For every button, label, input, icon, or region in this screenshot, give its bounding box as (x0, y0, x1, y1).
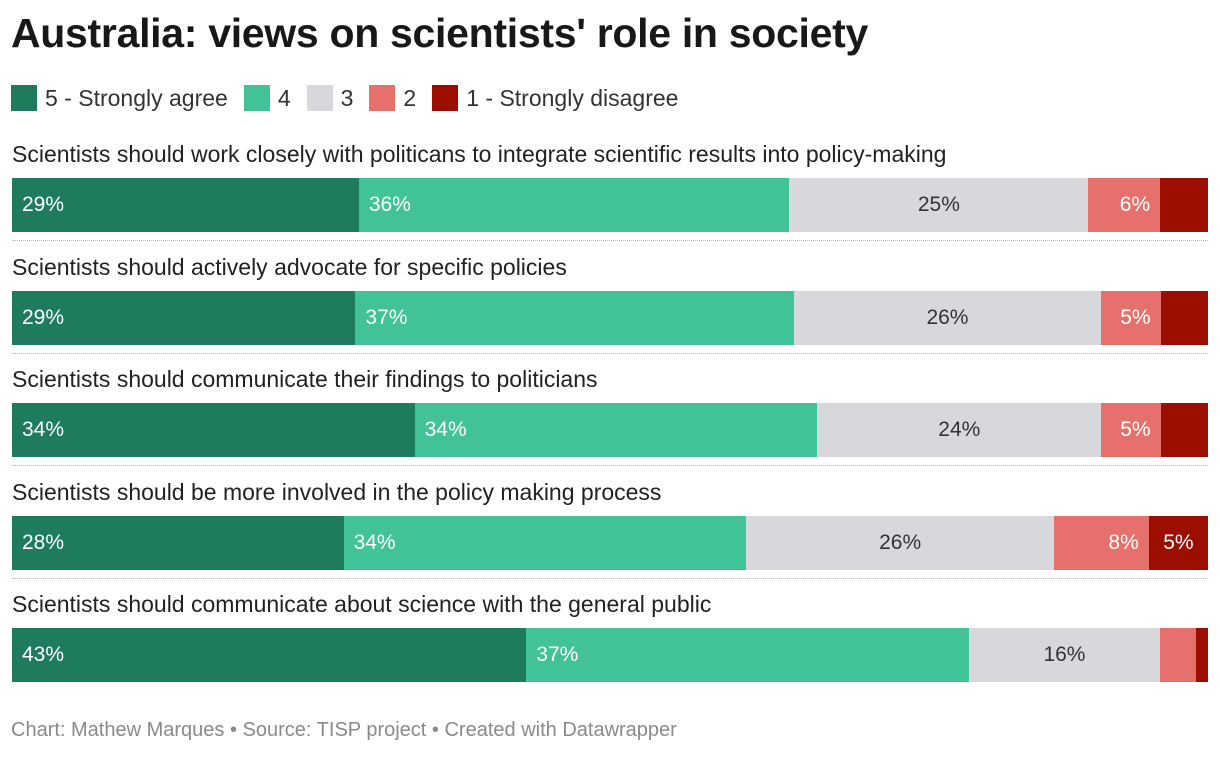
bar-segment: 37% (526, 628, 969, 682)
data-label: 8% (1108, 530, 1139, 554)
category-label: Scientists should be more involved in th… (12, 478, 662, 505)
data-label: 34% (22, 418, 65, 441)
legend-swatch (432, 85, 459, 111)
bar-segment (1196, 628, 1208, 682)
legend-item: 3 (306, 84, 354, 112)
data-label: 5% (1120, 305, 1151, 329)
footer-chart-by: Chart: Mathew Marques (11, 719, 225, 741)
data-label: 24% (938, 418, 981, 441)
bar-segment: 28% (12, 515, 344, 570)
data-label: 43% (22, 643, 65, 666)
bar-segment: 26% (746, 515, 1055, 570)
stacked-bar: 29% 37% 26% 5% (12, 290, 1208, 345)
stacked-bar: 34% 34% 24% 5% (12, 403, 1208, 457)
chart-title: Australia: views on scientists' role in … (11, 10, 868, 56)
legend-item: 4 (243, 84, 291, 112)
data-label: 26% (926, 305, 969, 329)
bar-segment (1160, 290, 1208, 345)
bar-segment: 34% (343, 515, 747, 570)
data-label: 25% (917, 193, 960, 216)
bar-segment: 25% (789, 178, 1089, 232)
legend-swatch (243, 85, 270, 111)
legend-item: 2 (369, 85, 416, 112)
legend-label: 3 (340, 84, 354, 111)
data-label: 26% (879, 530, 922, 554)
footer-separator: • (224, 719, 243, 741)
data-label: 37% (365, 305, 408, 329)
bar-segment: 16% (968, 628, 1161, 682)
legend: 5 - Strongly agree 4 3 2 1 - Strongly disagr… (11, 84, 694, 112)
data-label: 34% (424, 418, 467, 441)
bar-segment: 8% (1054, 515, 1149, 570)
bar-segment (1160, 403, 1208, 457)
bar-segment: 6% (1088, 178, 1161, 232)
row-divider (12, 240, 1208, 241)
data-label: 37% (536, 643, 579, 666)
legend-label: 5 - Strongly agree (45, 84, 228, 111)
legend-item: 5 - Strongly agree (11, 85, 228, 112)
data-label: 16% (1043, 643, 1086, 666)
bar-segment: 24% (817, 403, 1102, 457)
row-divider (12, 465, 1208, 466)
bar-segment: 5% (1101, 290, 1161, 345)
footer-separator: • (426, 719, 445, 741)
legend-swatch (369, 85, 396, 111)
data-label: 29% (22, 305, 65, 329)
legend-item: 1 - Strongly disagree (432, 85, 678, 112)
data-label: 29% (22, 193, 65, 216)
stacked-bar: 28% 34% 26% 8% 5% (12, 515, 1208, 570)
bar-segment (1160, 178, 1208, 232)
bar-segment: 34% (414, 403, 818, 457)
data-label: 5% (1163, 530, 1194, 554)
row-divider (12, 577, 1208, 579)
bar-segment: 29% (12, 290, 356, 345)
category-label: Scientists should actively advocate for … (12, 253, 567, 280)
data-label: 5% (1120, 418, 1151, 441)
footer-created-with: Created with Datawrapper (444, 719, 677, 741)
stacked-bar: 43% 37% 16% (12, 628, 1208, 682)
bar-segment (1160, 628, 1197, 682)
bar-segment: 43% (12, 628, 527, 682)
bar-segment: 36% (358, 178, 790, 232)
category-label: Scientists should communicate their find… (12, 366, 598, 392)
data-label: 28% (22, 530, 65, 554)
legend-label: 4 (277, 84, 291, 111)
data-label: 6% (1119, 193, 1151, 216)
legend-swatch (11, 85, 37, 111)
legend-label: 1 - Strongly disagree (466, 84, 679, 111)
category-label: Scientists should communicate about scie… (12, 591, 712, 617)
footer-source: Source: TISP project (242, 719, 427, 741)
bar-segment: 5% (1148, 515, 1208, 570)
stacked-bar: 29% 36% 25% 6% (12, 178, 1208, 232)
footer: Chart: Mathew Marques • Source: TISP pro… (11, 719, 677, 742)
bar-segment: 34% (12, 403, 415, 457)
row-divider (12, 352, 1208, 354)
bar-segment: 26% (793, 290, 1102, 345)
legend-swatch (306, 85, 333, 111)
bar-segment: 5% (1101, 403, 1161, 457)
bar-segment: 37% (355, 290, 794, 345)
category-label: Scientists should work closely with poli… (12, 141, 947, 167)
bar-segment: 29% (12, 178, 359, 232)
data-label: 34% (353, 530, 396, 554)
legend-label: 2 (403, 84, 417, 111)
data-label: 36% (368, 193, 411, 216)
